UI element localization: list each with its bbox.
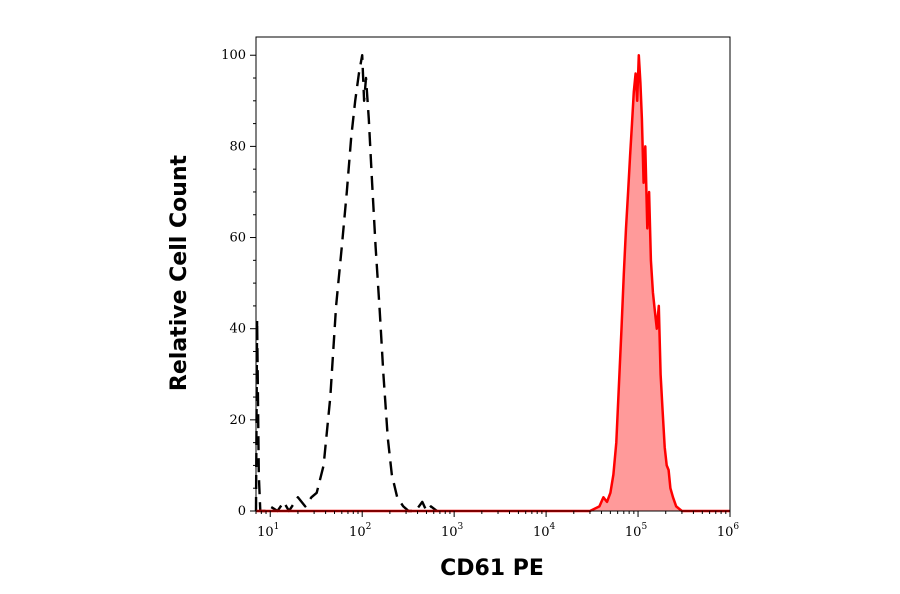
x-tick-label: 105 <box>625 522 648 540</box>
y-tick-label: 40 <box>229 322 246 337</box>
y-tick-label: 20 <box>229 413 246 428</box>
series-layer <box>254 53 730 513</box>
x-tick-label: 101 <box>257 522 279 540</box>
x-tick-label: 104 <box>533 522 556 540</box>
series-1-fill <box>256 55 730 511</box>
x-tick-label: 103 <box>441 522 464 540</box>
x-tick-label: 102 <box>349 522 371 540</box>
plot-frame <box>255 36 731 512</box>
y-tick-label: 60 <box>229 231 246 246</box>
y-tick-label: 0 <box>238 504 246 519</box>
y-axis-title: Relative Cell Count <box>167 154 192 391</box>
plot-border <box>255 36 731 512</box>
x-tick-label: 106 <box>717 522 740 540</box>
series-1-line <box>256 53 730 513</box>
ticks: 0 20 40 60 80 100 101 102 103 104 105 106 <box>221 48 739 540</box>
y-tick-label: 80 <box>229 139 246 154</box>
series-0-line <box>254 54 438 513</box>
y-tick-label: 100 <box>221 48 246 63</box>
x-axis-title: CD61 PE <box>440 556 544 581</box>
